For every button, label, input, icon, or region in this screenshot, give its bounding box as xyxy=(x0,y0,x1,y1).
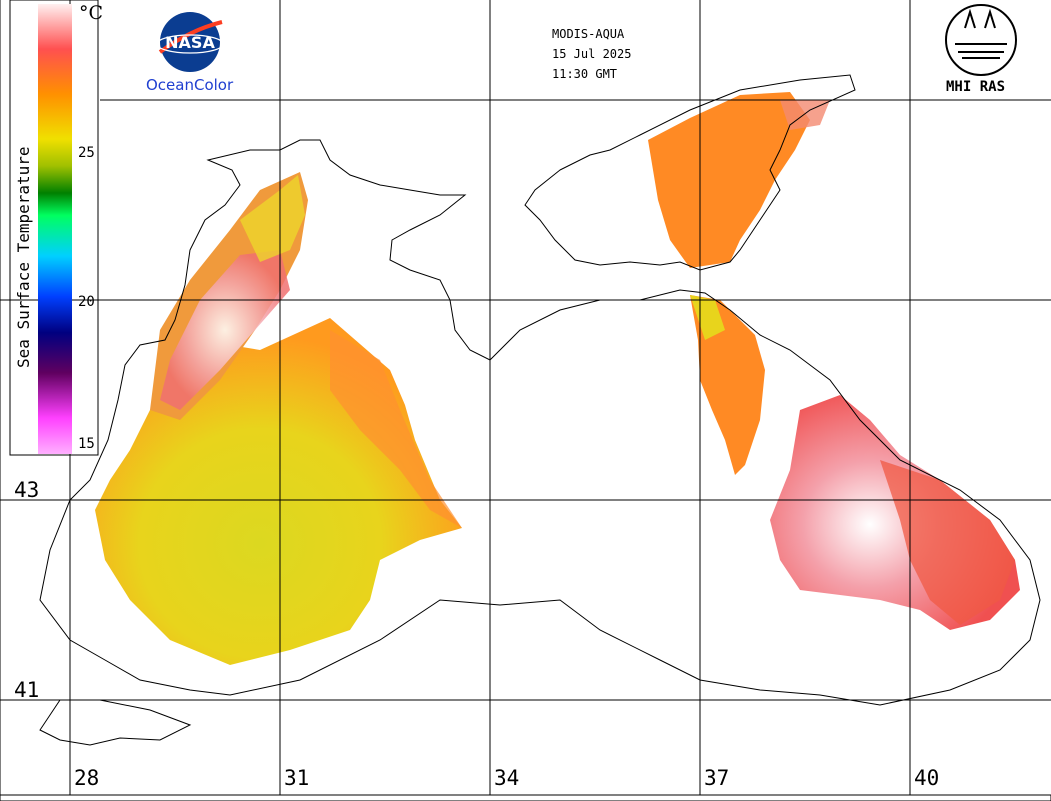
legend-tick-15: 15 xyxy=(78,436,95,452)
legend-tick-25: 25 xyxy=(78,145,95,161)
sst-field-azov xyxy=(648,92,830,268)
lat-label-41: 41 xyxy=(14,678,40,702)
legend-title-text: Sea Surface Temperature xyxy=(14,146,33,368)
sst-field-kerch xyxy=(690,295,765,475)
legend-title: Sea Surface Temperature xyxy=(8,100,48,370)
nasa-wordmark: NASA xyxy=(165,33,215,52)
lat-label-43: 43 xyxy=(14,478,40,502)
sensor-label: MODIS-AQUA xyxy=(552,27,625,41)
lon-label-31: 31 xyxy=(284,766,310,790)
bottom-scale-bar xyxy=(0,794,1051,801)
legend-unit: °C xyxy=(79,2,104,24)
lon-label-37: 37 xyxy=(704,766,730,790)
sst-field-east xyxy=(770,395,1020,630)
nasa-logo: NASA xyxy=(156,12,224,72)
lon-label-28: 28 xyxy=(74,766,100,790)
lon-label-34: 34 xyxy=(494,766,520,790)
date-label: 15 Jul 2025 xyxy=(552,47,632,61)
mhi-label: MHI RAS xyxy=(946,79,1006,95)
oceancolor-label: OceanColor xyxy=(146,76,234,94)
legend-colorbar xyxy=(9,0,99,456)
sst-field-west xyxy=(95,172,462,665)
legend-tick-20: 20 xyxy=(78,294,95,310)
lon-label-40: 40 xyxy=(914,766,940,790)
time-label: 11:30 GMT xyxy=(552,67,618,81)
acquisition-info: MODIS-AQUA 15 Jul 2025 11:30 GMT xyxy=(552,24,631,84)
mhi-logo xyxy=(945,4,1017,76)
